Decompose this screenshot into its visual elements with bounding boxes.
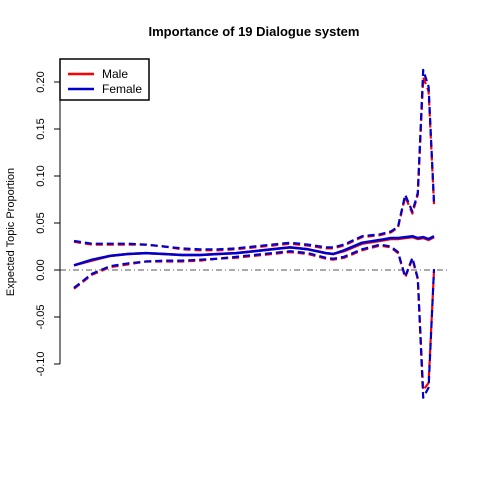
y-axis: -0.10 -0.05 0.00 0.05 0.10 0.15 0.20 <box>35 71 61 377</box>
y-tick-label: 0.00 <box>35 259 47 280</box>
y-tick-label: 0.05 <box>35 212 47 233</box>
y-tick-label: -0.05 <box>35 304 47 329</box>
female-mean-line <box>73 234 435 267</box>
y-tick-label: 0.20 <box>35 71 47 92</box>
y-tick-label: -0.10 <box>35 351 47 376</box>
female-lower-ci-line <box>73 243 436 399</box>
legend-label-male: Male <box>102 67 128 81</box>
male-upper-ci-line <box>73 76 436 252</box>
legend-label-female: Female <box>102 82 142 96</box>
y-tick-label: 0.15 <box>35 118 47 139</box>
female-upper-ci-line <box>73 68 436 251</box>
y-tick-label: 0.10 <box>35 165 47 186</box>
plot-area <box>60 68 450 399</box>
legend-box <box>59 58 150 101</box>
y-axis-label: Expected Topic Proportion <box>5 168 17 296</box>
chart-title: Importance of 19 Dialogue system <box>149 24 360 39</box>
male-lower-ci-line <box>73 244 436 392</box>
